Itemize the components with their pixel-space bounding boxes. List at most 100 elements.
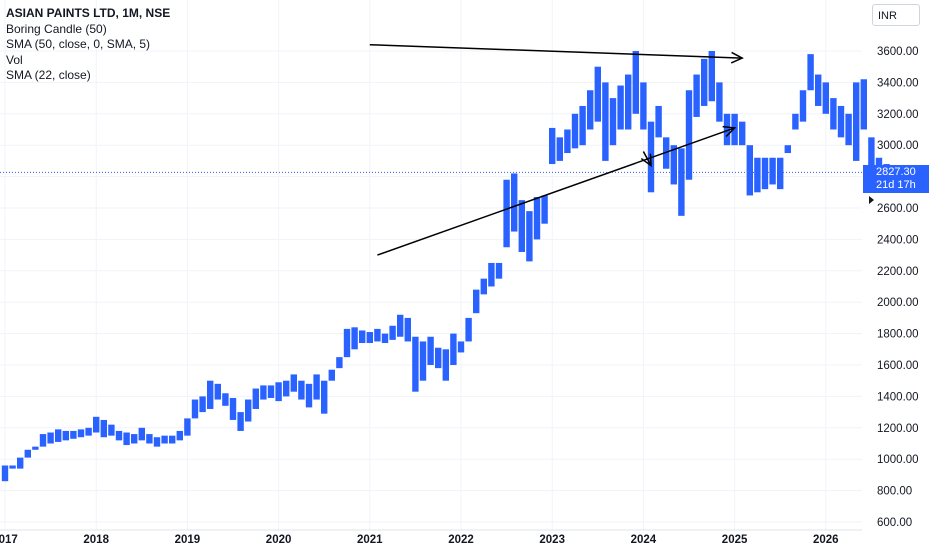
price-bar (343, 328, 351, 358)
price-bar (184, 418, 191, 436)
price-bar (351, 327, 358, 350)
price-bars (1, 51, 890, 482)
price-bar (100, 419, 107, 438)
price-bar (723, 113, 731, 146)
price-bar (70, 430, 77, 439)
price-bar (55, 429, 62, 442)
price-bar (245, 399, 252, 422)
symbol-title[interactable]: ASIAN PAINTS LTD, 1M, NSE (6, 6, 171, 20)
triangle-right-icon (869, 196, 874, 204)
price-bar (305, 383, 313, 408)
trendline[interactable] (369, 43, 743, 59)
price-bar (93, 416, 100, 433)
price-bar (799, 90, 807, 122)
price-bar (701, 58, 708, 106)
price-bar (214, 383, 221, 400)
price-bar (693, 74, 700, 117)
price-bar (146, 434, 153, 444)
indicator-vol[interactable]: Vol (6, 52, 23, 67)
x-tick-label: 2017 (0, 534, 18, 546)
trendline-arrowhead (722, 125, 737, 137)
price-bar (503, 179, 510, 248)
price-bar (594, 66, 601, 122)
price-bar (131, 434, 138, 444)
price-bar (32, 446, 39, 450)
price-bar (556, 137, 563, 161)
price-bar (587, 90, 594, 130)
price-bar (685, 90, 693, 180)
price-bar (465, 317, 472, 342)
currency-button[interactable]: INR (872, 4, 920, 26)
price-bar (191, 399, 199, 419)
price-bar (123, 432, 130, 446)
price-bar (62, 430, 69, 441)
price-bar (115, 430, 123, 441)
price-bar (495, 262, 503, 279)
price-bar (328, 369, 335, 381)
price-bar (640, 82, 647, 130)
y-tick-label: 2200.00 (877, 266, 919, 278)
indicator-boring-candle[interactable]: Boring Candle (50) (6, 21, 107, 36)
price-bar (207, 380, 214, 409)
price-bar (161, 435, 168, 444)
price-bar (222, 393, 229, 406)
y-tick-label: 2600.00 (877, 203, 919, 215)
y-tick-label: 3000.00 (877, 140, 919, 152)
price-bar (283, 380, 290, 397)
trendlines[interactable] (369, 43, 744, 256)
price-bar (837, 105, 845, 138)
x-tick-label: 2019 (175, 534, 201, 546)
price-bar (359, 330, 366, 344)
price-bar (336, 357, 343, 369)
price-bar (853, 82, 860, 161)
price-bar (108, 424, 115, 436)
price-axis[interactable]: 600.00 800.00 1000.00 1200.00 1400.00 1600.00… (877, 46, 919, 529)
price-bar (830, 98, 837, 130)
price-bar (617, 85, 624, 130)
price-bar (815, 74, 822, 106)
price-bar (321, 380, 328, 414)
price-bar (419, 341, 427, 381)
trendline[interactable] (642, 151, 652, 166)
price-bar (746, 145, 753, 196)
price-bar (769, 157, 776, 185)
time-axis[interactable]: 2017 2018 2019 2020 2021 2022 2023 2024 2025 2026 (0, 529, 862, 546)
price-bar (17, 457, 24, 469)
y-tick-label: 2400.00 (877, 234, 919, 246)
price-bar (427, 336, 434, 365)
price-bar (435, 347, 442, 369)
y-tick-label: 600.00 (877, 517, 912, 529)
price-bar (1, 465, 9, 482)
price-bar (389, 325, 396, 340)
price-bar (868, 137, 875, 174)
price-bar (381, 333, 389, 344)
bar-countdown: 21d 17h (876, 179, 916, 191)
price-bar (290, 374, 297, 392)
indicator-sma-50[interactable]: SMA (50, close, 0, SMA, 5) (6, 37, 151, 51)
price-bar (397, 314, 404, 337)
price-bar (9, 465, 16, 469)
price-bar (792, 113, 799, 130)
x-tick-label: 2024 (631, 534, 657, 546)
price-bar (412, 336, 419, 392)
price-bar (845, 113, 852, 146)
price-bar (47, 432, 54, 444)
price-bar (579, 105, 586, 146)
indicator-sma-22[interactable]: SMA (22, close) (6, 68, 91, 82)
trendline[interactable] (377, 127, 735, 256)
price-bar (480, 278, 487, 295)
price-bar (632, 51, 639, 114)
price-bar (511, 173, 518, 232)
price-bar (457, 341, 465, 353)
price-bar (564, 129, 571, 154)
y-tick-label: 800.00 (877, 486, 912, 498)
price-bar (374, 328, 381, 342)
price-bar (571, 113, 579, 149)
price-bar (739, 121, 746, 146)
price-bar (488, 262, 495, 287)
y-tick-label: 1400.00 (877, 391, 919, 403)
price-bar (784, 145, 791, 154)
price-bar (366, 332, 373, 344)
price-bar (670, 145, 677, 185)
